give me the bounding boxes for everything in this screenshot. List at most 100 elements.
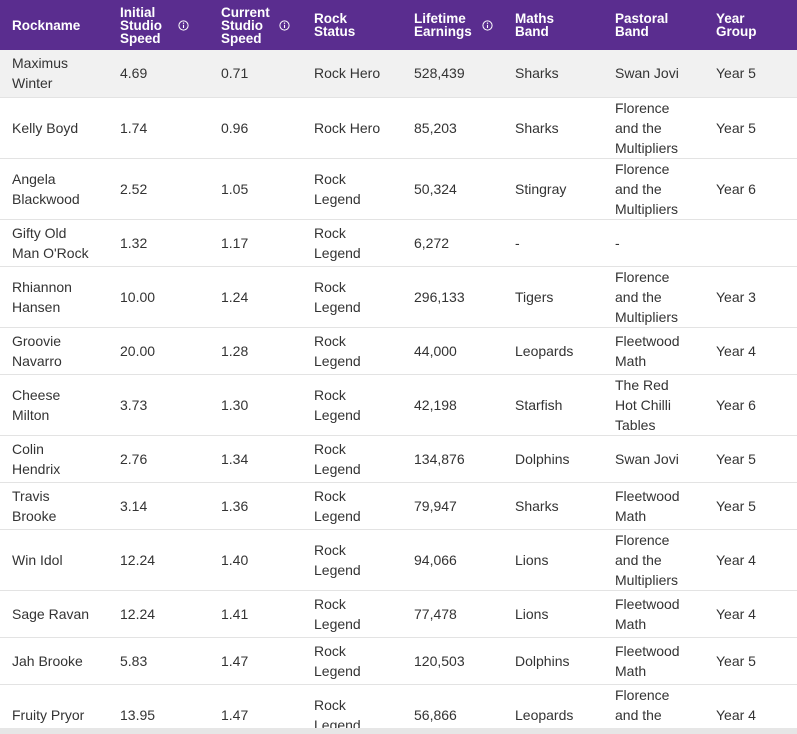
cell-text: Angela Blackwood — [12, 170, 80, 207]
table-cell: Rock Legend — [302, 219, 402, 267]
table-cell: Starfish — [503, 374, 603, 436]
table-cell: 3.73 — [108, 374, 209, 436]
cell-text: Rock Legend — [314, 170, 361, 207]
cell-text: Sharks — [515, 65, 559, 82]
table-row[interactable]: Cheese Milton 3.73 1.30 Rock Legend 42,198 St… — [0, 374, 797, 436]
table-cell: 6,272 — [402, 219, 503, 267]
cell-text: 20.00 — [120, 342, 156, 359]
cell-text: Win Idol — [12, 551, 63, 568]
cell-text: Year 5 — [716, 450, 756, 467]
cell-text: Fleetwood Math — [615, 487, 680, 524]
cell-text: Year 6 — [716, 396, 756, 413]
cell-text: - — [615, 234, 620, 251]
table-cell: 1.36 — [209, 482, 302, 530]
table-row[interactable]: Win Idol 12.24 1.40 Rock Legend 94,066 Lions F… — [0, 529, 797, 591]
table-cell: 5.83 — [108, 637, 209, 685]
table-cell: 12.24 — [108, 590, 209, 638]
cell-text: Swan Jovi — [615, 65, 679, 82]
cell-text: Cheese Milton — [12, 386, 61, 423]
table-row[interactable]: Jah Brooke 5.83 1.47 Rock Legend 120,503 Dolp… — [0, 637, 797, 685]
table-row[interactable]: Sage Ravan 12.24 1.41 Rock Legend 77,478 Lion… — [0, 590, 797, 638]
cell-text: Rock Legend — [314, 278, 361, 315]
table-cell: Year 3 — [704, 266, 797, 328]
cell-text: Florence and the Multipliers — [615, 99, 679, 156]
table-row[interactable]: Rhiannon Hansen 10.00 1.24 Rock Legend 296,1… — [0, 266, 797, 328]
cell-text: Jah Brooke — [12, 652, 83, 669]
table-cell: Year 5 — [704, 637, 797, 685]
cell-text: Year 5 — [716, 652, 756, 669]
column-header[interactable]: Maths Band — [503, 0, 603, 50]
info-icon[interactable] — [482, 19, 493, 31]
cell-text: 1.17 — [221, 234, 249, 251]
table-row[interactable]: Kelly Boyd 1.74 0.96 Rock Hero 85,203 Sharks F… — [0, 97, 797, 159]
cell-text: 94,066 — [414, 551, 457, 568]
cell-text: Sage Ravan — [12, 605, 90, 622]
table-cell: 0.96 — [209, 97, 302, 159]
table-cell: Sage Ravan — [0, 590, 108, 638]
cell-text: 2.76 — [120, 450, 148, 467]
info-icon[interactable] — [178, 19, 189, 31]
cell-text: 42,198 — [414, 396, 457, 413]
table-row[interactable]: Colin Hendrix 2.76 1.34 Rock Legend 134,876 D… — [0, 435, 797, 483]
cell-text: 0.71 — [221, 65, 249, 82]
column-header[interactable]: Rock Status — [302, 0, 402, 50]
table-cell: 42,198 — [402, 374, 503, 436]
cell-text: Swan Jovi — [615, 450, 679, 467]
cell-text: Year 6 — [716, 180, 756, 197]
header-label: Initial Studio Speed — [120, 4, 162, 46]
table-row[interactable]: Travis Brooke 3.14 1.36 Rock Legend 79,947 Sh… — [0, 482, 797, 530]
cell-text: Year 4 — [716, 342, 756, 359]
cell-text: Rhiannon Hansen — [12, 278, 72, 315]
cell-text: 1.24 — [221, 288, 249, 305]
column-header[interactable]: Pastoral Band — [603, 0, 704, 50]
cell-text: Fleetwood Math — [615, 332, 680, 369]
scrollbar[interactable] — [0, 728, 797, 734]
table-cell: Leopards — [503, 684, 603, 734]
table-cell: 94,066 — [402, 529, 503, 591]
table-cell: Cheese Milton — [0, 374, 108, 436]
table-cell: Jah Brooke — [0, 637, 108, 685]
table-cell: Rock Legend — [302, 266, 402, 328]
table-cell: Colin Hendrix — [0, 435, 108, 483]
table-cell: Fleetwood Math — [603, 327, 704, 375]
cell-text: 79,947 — [414, 497, 457, 514]
cell-text: Rock Hero — [314, 119, 381, 136]
column-header[interactable]: Year Group — [704, 0, 797, 50]
header-label: Rock Status — [314, 11, 356, 39]
info-icon[interactable] — [279, 19, 290, 31]
table-cell: Fruity Pryor — [0, 684, 108, 734]
table-cell: 528,439 — [402, 50, 503, 98]
table-cell: 1.74 — [108, 97, 209, 159]
cell-text: Gifty Old Man O'Rock — [12, 224, 89, 261]
column-header[interactable]: Current Studio Speed — [209, 0, 302, 50]
table-row[interactable]: Gifty Old Man O'Rock 1.32 1.17 Rock Legend 6… — [0, 219, 797, 267]
table-cell: 77,478 — [402, 590, 503, 638]
table-cell: Rhiannon Hansen — [0, 266, 108, 328]
column-header[interactable]: Lifetime Earnings — [402, 0, 503, 50]
table-row[interactable]: Fruity Pryor 13.95 1.47 Rock Legend 56,866 Le… — [0, 684, 797, 734]
cell-text: 10.00 — [120, 288, 156, 305]
table-cell: Florence and the Multipliers — [603, 266, 704, 328]
cell-text: Florence and the Multipliers — [615, 531, 679, 588]
cell-text: 3.73 — [120, 396, 148, 413]
table-cell: 1.24 — [209, 266, 302, 328]
header-label: Year Group — [716, 11, 757, 39]
table-row[interactable]: Maximus Winter 4.69 0.71 Rock Hero 528,439 Sh… — [0, 50, 797, 98]
cell-text: Fleetwood Math — [615, 642, 680, 679]
column-header[interactable]: Initial Studio Speed — [108, 0, 209, 50]
header-label: Maths Band — [515, 11, 555, 39]
header-label: Rockname — [12, 17, 81, 33]
column-header[interactable]: Rockname — [0, 0, 108, 50]
table-row[interactable]: Groovie Navarro 20.00 1.28 Rock Legend 44,00… — [0, 327, 797, 375]
cell-text: Florence and the Multipliers — [615, 160, 679, 217]
table-cell: Rock Legend — [302, 435, 402, 483]
table-cell: Rock Legend — [302, 327, 402, 375]
table-cell: Kelly Boyd — [0, 97, 108, 159]
table-row[interactable]: Angela Blackwood 2.52 1.05 Rock Legend 50,32… — [0, 158, 797, 220]
table-cell: 1.47 — [209, 684, 302, 734]
cell-text: 1.47 — [221, 652, 249, 669]
table-cell: Angela Blackwood — [0, 158, 108, 220]
cell-text: 1.36 — [221, 497, 249, 514]
cell-text: Lions — [515, 605, 549, 622]
